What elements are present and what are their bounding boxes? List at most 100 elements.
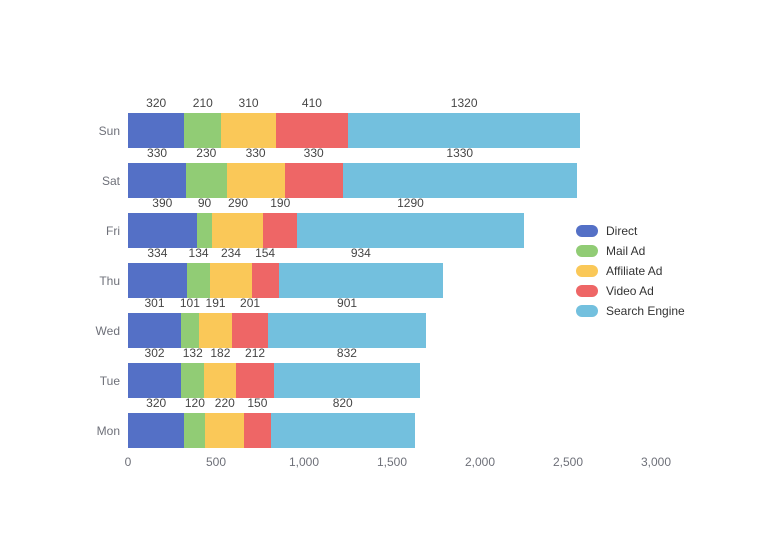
bar-value-label: 390 [152, 196, 173, 210]
bar-segment[interactable] [128, 163, 187, 198]
bar-segment[interactable] [128, 213, 197, 248]
bar-value-label: 410 [301, 96, 322, 110]
bar-segment[interactable] [186, 263, 211, 298]
bar-value-label: 90 [197, 196, 212, 210]
bar-row [128, 313, 427, 348]
x-axis-tick-label: 500 [205, 455, 227, 469]
y-axis-label: Fri [106, 223, 120, 238]
y-axis-label: Tue [99, 373, 120, 388]
bar-value-label: 154 [255, 246, 276, 260]
bar-segment[interactable] [278, 263, 443, 298]
bar-value-label: 234 [220, 246, 241, 260]
bar-segment[interactable] [205, 413, 245, 448]
bar-value-label: 134 [188, 246, 209, 260]
bar-row [128, 363, 421, 398]
bar-segment[interactable] [284, 163, 343, 198]
bar-row [128, 163, 577, 198]
bar-segment[interactable] [296, 213, 524, 248]
bar-segment[interactable] [270, 413, 415, 448]
bar-value-label: 820 [332, 396, 353, 410]
bar-segment[interactable] [212, 213, 264, 248]
bar-value-label: 320 [146, 396, 167, 410]
y-axis-label: Sat [101, 173, 120, 188]
x-axis-tick-label: 2,000 [464, 455, 496, 469]
bar-segment[interactable] [198, 313, 233, 348]
x-axis-tick-label: 2,500 [552, 455, 584, 469]
bar-row [128, 113, 581, 148]
bar-segment[interactable] [347, 113, 581, 148]
bar-segment[interactable] [263, 213, 297, 248]
bar-value-label: 302 [144, 346, 165, 360]
bar-value-label: 1330 [446, 146, 474, 160]
bar-segment[interactable] [275, 113, 348, 148]
bar-row [128, 213, 524, 248]
bar-segment[interactable] [186, 163, 227, 198]
bar-segment[interactable] [196, 213, 213, 248]
legend-item[interactable]: Search Engine [576, 304, 685, 318]
bar-segment[interactable] [128, 313, 181, 348]
bar-value-label: 330 [147, 146, 168, 160]
bar-row [128, 263, 443, 298]
bar-segment[interactable] [184, 413, 206, 448]
bar-value-label: 191 [205, 296, 226, 310]
bar-segment[interactable] [128, 413, 185, 448]
bar-value-label: 101 [179, 296, 200, 310]
x-axis-tick-label: 3,000 [640, 455, 672, 469]
bar-segment[interactable] [251, 263, 279, 298]
bar-value-label: 290 [227, 196, 249, 210]
bar-segment[interactable] [181, 363, 205, 398]
bar-segment[interactable] [128, 263, 187, 298]
legend-item[interactable]: Mail Ad [576, 244, 645, 258]
bar-value-label: 334 [147, 246, 168, 260]
bar-value-label: 220 [214, 396, 235, 410]
bar-value-label: 182 [210, 346, 231, 360]
legend-label: Mail Ad [606, 244, 646, 258]
legend-item[interactable]: Affiliate Ad [576, 264, 662, 278]
bar-value-label: 934 [350, 246, 371, 260]
bar-value-label: 310 [238, 96, 259, 110]
bar-segment[interactable] [226, 163, 285, 198]
legend-item[interactable]: Video Ad [576, 284, 654, 298]
legend-swatch [576, 305, 598, 317]
legend-swatch [576, 265, 598, 277]
bar-value-label: 1290 [397, 196, 424, 210]
bar-segment[interactable] [204, 363, 237, 398]
bar-segment[interactable] [244, 413, 271, 448]
legend-label: Search Engine [606, 304, 685, 318]
legend-swatch [576, 285, 598, 297]
bar-segment[interactable] [184, 113, 222, 148]
y-axis-label: Sun [98, 123, 120, 138]
bar-value-label: 330 [303, 146, 324, 160]
bar-segment[interactable] [342, 163, 577, 198]
bar-value-label: 230 [196, 146, 217, 160]
bar-segment[interactable] [128, 363, 182, 398]
bar-segment[interactable] [128, 113, 185, 148]
legend-item[interactable]: Direct [576, 224, 637, 238]
bar-value-label: 210 [192, 96, 213, 110]
bar-value-label: 212 [245, 346, 266, 360]
bar-segment[interactable] [273, 363, 421, 398]
legend-swatch [576, 245, 598, 257]
bar-segment[interactable] [180, 313, 199, 348]
bar-value-label: 301 [144, 296, 165, 310]
y-axis-label: Mon [96, 423, 120, 438]
x-axis-tick-label: 1,000 [288, 455, 320, 469]
legend-label: Direct [606, 224, 638, 238]
bar-value-label: 901 [337, 296, 358, 310]
bar-segment[interactable] [236, 363, 274, 398]
bar-value-label: 320 [146, 96, 167, 110]
bar-row [128, 413, 415, 448]
x-axis-tick-label: 0 [124, 455, 132, 469]
bar-value-label: 150 [247, 396, 268, 410]
bar-segment[interactable] [221, 113, 276, 148]
bar-segment[interactable] [267, 313, 427, 348]
bar-value-label: 120 [184, 396, 205, 410]
bar-value-label: 1320 [450, 96, 478, 110]
bar-value-label: 190 [270, 196, 291, 210]
bar-segment[interactable] [232, 313, 268, 348]
y-axis-label: Thu [99, 273, 120, 288]
bar-value-label: 330 [245, 146, 266, 160]
y-axis-label: Wed [95, 323, 120, 338]
bar-segment[interactable] [210, 263, 252, 298]
